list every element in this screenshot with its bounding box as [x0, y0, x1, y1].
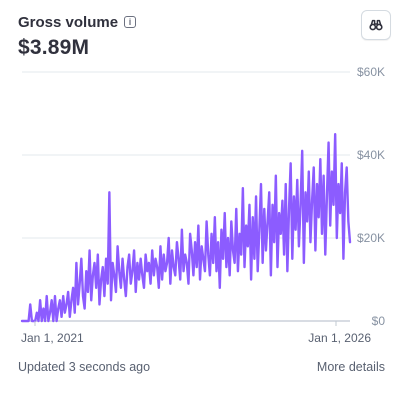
- binoculars-icon: [369, 19, 383, 31]
- title-row: Gross volume i: [18, 12, 391, 32]
- updated-timestamp: Updated 3 seconds ago: [18, 360, 151, 374]
- x-tick-label: Jan 1, 2021: [21, 331, 84, 345]
- more-details-link[interactable]: More details: [316, 360, 385, 374]
- series-line: [20, 133, 352, 323]
- card-header: Gross volume i $3.89M: [18, 12, 391, 62]
- card-footer: Updated 3 seconds ago More details: [18, 360, 385, 374]
- y-tick-label: $60K: [357, 65, 385, 79]
- x-tick-label: Jan 1, 2026: [308, 331, 371, 345]
- y-tick-label: $20K: [357, 231, 385, 245]
- card-title: Gross volume: [18, 13, 119, 31]
- explore-button[interactable]: [361, 10, 391, 40]
- info-icon[interactable]: i: [124, 16, 137, 28]
- y-tick-label: $0: [372, 314, 386, 328]
- gross-volume-amount: $3.89M: [18, 36, 90, 59]
- y-tick-label: $40K: [357, 148, 385, 162]
